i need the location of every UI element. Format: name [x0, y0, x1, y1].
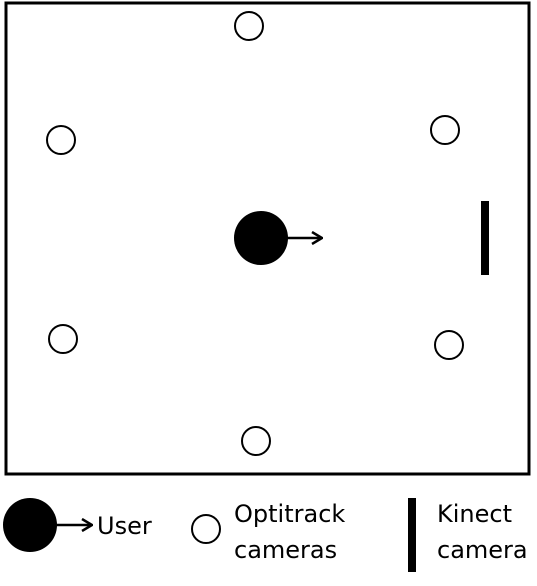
legend-optitrack-label-line1: Optitrack [234, 500, 345, 528]
user-body [234, 211, 288, 265]
legend-optitrack-symbol [191, 514, 221, 544]
user-marker [234, 211, 322, 265]
optitrack-camera-upper-left [46, 125, 76, 155]
legend-kinect-label-line2: camera [437, 536, 528, 564]
legend-user-symbol [3, 498, 57, 552]
legend: User Optitrack cameras Kinect camera [3, 498, 528, 572]
kinect-camera [481, 201, 489, 275]
legend-optitrack-label-line2: cameras [234, 536, 337, 564]
optitrack-camera-upper-right [430, 115, 460, 145]
optitrack-camera-top [234, 11, 264, 41]
optitrack-camera-bottom [241, 426, 271, 456]
room-boundary [4, 1, 531, 476]
optitrack-camera-lower-left [48, 324, 78, 354]
legend-optitrack: Optitrack cameras [191, 500, 345, 564]
optitrack-camera-lower-right [434, 330, 464, 360]
legend-kinect-symbol [408, 498, 416, 572]
legend-user: User [3, 498, 152, 552]
legend-kinect: Kinect camera [408, 498, 528, 572]
legend-kinect-label-line1: Kinect [437, 500, 512, 528]
legend-user-label: User [97, 512, 152, 540]
